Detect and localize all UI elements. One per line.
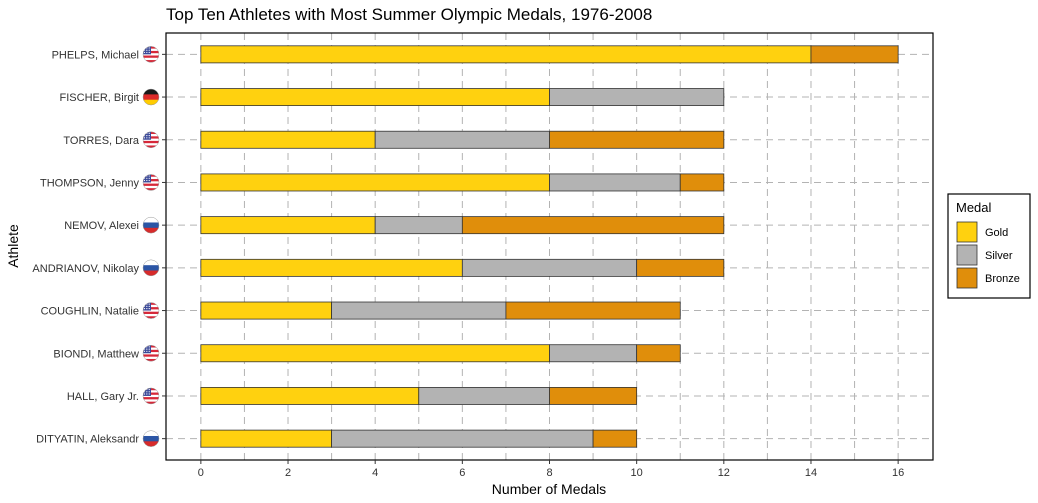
x-tick-label: 0 bbox=[198, 467, 204, 479]
bar-bronze-9 bbox=[549, 387, 638, 405]
y-tick-label: HALL, Gary Jr. bbox=[67, 391, 139, 403]
bar-silver-4 bbox=[549, 173, 681, 192]
bar-bronze-10 bbox=[592, 429, 638, 448]
bar-silver-6 bbox=[461, 258, 638, 277]
bar-gold-10 bbox=[200, 429, 333, 448]
usa-flag-icon bbox=[142, 302, 160, 319]
x-tick-label: 14 bbox=[805, 467, 817, 479]
bar-silver-5 bbox=[374, 216, 463, 235]
bar-silver-3 bbox=[374, 130, 550, 149]
germany-flag-icon bbox=[142, 88, 160, 106]
bar-silver-8 bbox=[549, 344, 638, 363]
y-tick-label: COUGHLIN, Natalie bbox=[41, 306, 139, 318]
y-tick-label: PHELPS, Michael bbox=[52, 49, 139, 61]
legend: Medal Gold Silver Bronze bbox=[947, 193, 1031, 299]
russia-flag-icon bbox=[142, 430, 160, 447]
y-axis: PHELPS, Michael FISCHER, Birgit TORRES, Da… bbox=[32, 46, 166, 447]
x-tick-label: 12 bbox=[718, 467, 730, 479]
x-axis: 0 2 4 6 8 10 12 14 16 bbox=[198, 460, 904, 479]
bar-gold-2 bbox=[200, 88, 550, 106]
y-tick-label: ANDRIANOV, Nikolay bbox=[32, 263, 139, 275]
bars-layer bbox=[200, 45, 899, 448]
bar-bronze-8 bbox=[636, 344, 681, 363]
x-tick-label: 2 bbox=[285, 467, 291, 479]
bar-gold-3 bbox=[200, 130, 376, 149]
bar-gold-5 bbox=[200, 216, 376, 235]
bar-silver-2 bbox=[549, 88, 725, 106]
legend-swatch-silver bbox=[956, 244, 978, 266]
legend-swatch-gold bbox=[956, 221, 978, 243]
legend-title: Medal bbox=[956, 200, 992, 215]
x-axis-title: Number of Medals bbox=[492, 481, 606, 497]
bar-bronze-3 bbox=[549, 130, 725, 149]
y-tick-label: BIONDI, Matthew bbox=[53, 348, 139, 360]
bar-bronze-5 bbox=[461, 216, 725, 235]
y-tick-label: DITYATIN, Aleksandr bbox=[36, 434, 139, 446]
y-tick-label: TORRES, Dara bbox=[63, 135, 139, 147]
bar-gold-1 bbox=[200, 45, 812, 64]
bar-gold-6 bbox=[200, 258, 463, 277]
usa-flag-icon bbox=[142, 345, 160, 362]
legend-label-silver: Silver bbox=[985, 250, 1013, 262]
bar-bronze-7 bbox=[505, 301, 681, 320]
y-tick-label: FISCHER, Birgit bbox=[60, 92, 139, 104]
x-tick-label: 8 bbox=[546, 467, 552, 479]
x-tick-label: 6 bbox=[459, 467, 465, 479]
bar-gold-7 bbox=[200, 301, 333, 320]
x-tick-label: 16 bbox=[892, 467, 904, 479]
x-tick-label: 10 bbox=[631, 467, 643, 479]
usa-flag-icon bbox=[142, 131, 160, 148]
bar-gold-9 bbox=[200, 387, 420, 405]
bar-gold-4 bbox=[200, 173, 550, 192]
russia-flag-icon bbox=[142, 216, 160, 234]
bar-silver-10 bbox=[331, 429, 594, 448]
bar-silver-7 bbox=[331, 301, 507, 320]
x-tick-label: 4 bbox=[372, 467, 378, 479]
usa-flag-icon bbox=[142, 387, 160, 405]
bar-gold-8 bbox=[200, 344, 550, 363]
bar-silver-9 bbox=[418, 387, 550, 405]
russia-flag-icon bbox=[142, 259, 160, 277]
legend-label-gold: Gold bbox=[985, 227, 1008, 239]
y-tick-label: NEMOV, Alexei bbox=[64, 220, 139, 232]
legend-items: Gold Silver Bronze bbox=[956, 221, 1020, 289]
bar-bronze-6 bbox=[636, 258, 725, 277]
y-tick-label: THOMPSON, Jenny bbox=[40, 177, 140, 189]
legend-label-bronze: Bronze bbox=[985, 273, 1020, 285]
usa-flag-icon bbox=[142, 174, 160, 191]
bar-bronze-1 bbox=[810, 45, 899, 64]
y-axis-title: Athlete bbox=[5, 224, 21, 268]
chart-title: Top Ten Athletes with Most Summer Olympi… bbox=[166, 5, 652, 24]
usa-flag-icon bbox=[142, 46, 160, 63]
legend-swatch-bronze bbox=[956, 267, 978, 289]
bar-bronze-4 bbox=[679, 173, 725, 192]
